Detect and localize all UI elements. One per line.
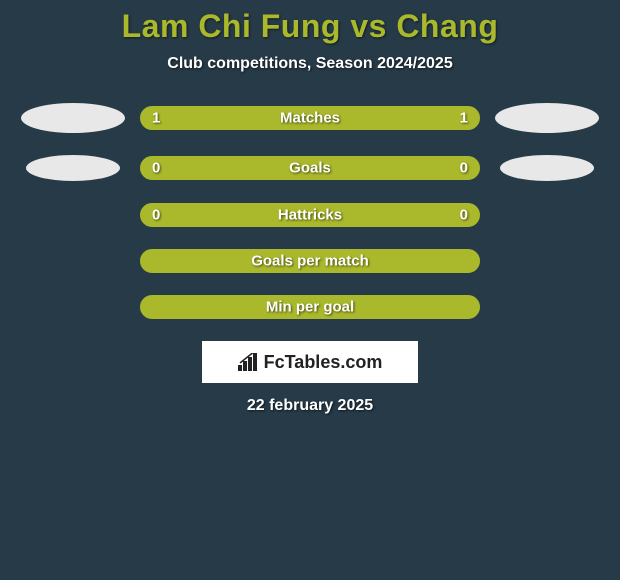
player-right-photo (492, 155, 602, 181)
stat-label: Hattricks (278, 207, 342, 224)
stat-bar-mpg: Min per goal (140, 295, 480, 319)
stat-right-value: 1 (460, 110, 468, 127)
avatar-placeholder (26, 155, 120, 181)
infographic-container: Lam Chi Fung vs Chang Club competitions,… (0, 0, 620, 415)
stat-bar-hattricks: 0 Hattricks 0 (140, 203, 480, 227)
avatar-placeholder (21, 103, 125, 133)
chart-icon (238, 353, 260, 371)
stat-row-gpm: Goals per match (0, 249, 620, 273)
stat-row-goals: 0 Goals 0 (0, 155, 620, 181)
stat-label: Min per goal (266, 299, 354, 316)
stat-right-value: 0 (460, 207, 468, 224)
player-right-photo (492, 103, 602, 133)
subtitle: Club competitions, Season 2024/2025 (0, 55, 620, 73)
stat-label: Goals per match (251, 253, 369, 270)
stat-bar-goals: 0 Goals 0 (140, 156, 480, 180)
stat-label: Matches (280, 110, 340, 127)
stat-left-value: 0 (152, 160, 160, 177)
stat-row-hattricks: 0 Hattricks 0 (0, 203, 620, 227)
player-left-photo (18, 155, 128, 181)
logo: FcTables.com (238, 352, 383, 373)
stat-label: Goals (289, 160, 331, 177)
stat-right-value: 0 (460, 160, 468, 177)
page-title: Lam Chi Fung vs Chang (0, 8, 620, 45)
stat-left-value: 0 (152, 207, 160, 224)
stat-left-value: 1 (152, 110, 160, 127)
stat-row-mpg: Min per goal (0, 295, 620, 319)
stat-row-matches: 1 Matches 1 (0, 103, 620, 133)
date-text: 22 february 2025 (0, 397, 620, 415)
stat-bar-gpm: Goals per match (140, 249, 480, 273)
avatar-placeholder (495, 103, 599, 133)
stat-bar-matches: 1 Matches 1 (140, 106, 480, 130)
logo-text: FcTables.com (264, 352, 383, 373)
avatar-placeholder (500, 155, 594, 181)
player-left-photo (18, 103, 128, 133)
logo-box: FcTables.com (202, 341, 418, 383)
